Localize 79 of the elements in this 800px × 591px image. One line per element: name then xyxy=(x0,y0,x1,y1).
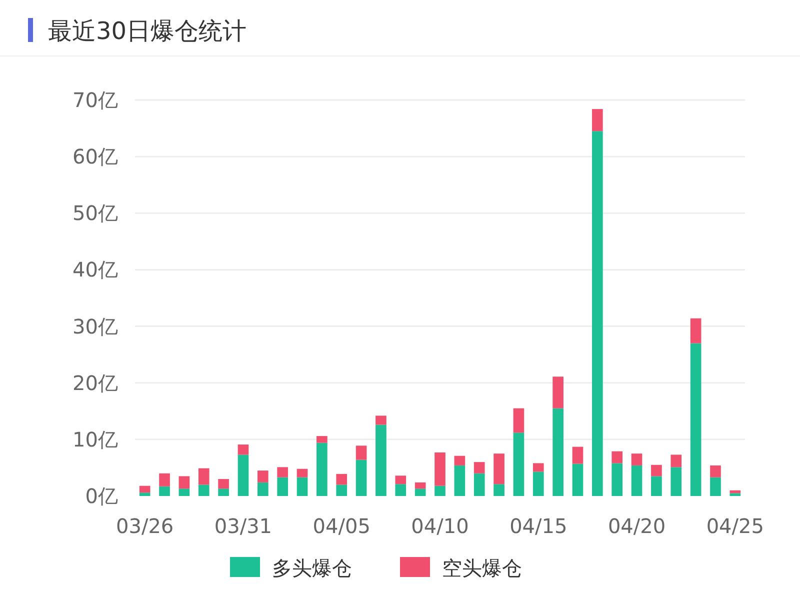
bar xyxy=(670,454,682,468)
y-tick-label: 10亿 xyxy=(72,427,118,452)
bar xyxy=(139,486,150,493)
bar xyxy=(572,446,584,464)
bar xyxy=(434,452,446,486)
bar xyxy=(257,482,268,496)
y-tick-label: 50亿 xyxy=(72,201,118,226)
bar xyxy=(532,472,544,496)
bar xyxy=(474,462,485,474)
bar xyxy=(572,464,584,496)
bar xyxy=(474,473,485,496)
y-tick-label: 60亿 xyxy=(72,144,118,169)
bar xyxy=(592,131,603,496)
bar xyxy=(238,454,249,496)
y-tick-label: 70亿 xyxy=(72,88,118,112)
bar xyxy=(552,408,564,496)
y-tick-label: 40亿 xyxy=(72,258,118,282)
bar xyxy=(159,473,170,486)
bar xyxy=(651,464,662,476)
bar xyxy=(631,465,642,496)
bar xyxy=(296,477,308,496)
legend-label: 空头爆仓 xyxy=(442,556,522,580)
bar xyxy=(356,446,367,460)
x-tick-label: 04/20 xyxy=(608,514,666,538)
bar xyxy=(494,484,504,496)
bar xyxy=(218,488,229,496)
bar xyxy=(454,456,466,466)
x-tick-label: 03/31 xyxy=(214,514,272,538)
y-tick-label: 30亿 xyxy=(72,314,118,338)
x-tick-label: 03/26 xyxy=(116,514,174,538)
bar xyxy=(414,482,426,489)
bar xyxy=(494,454,504,484)
bar xyxy=(336,484,348,496)
bar xyxy=(454,465,466,496)
bar xyxy=(414,488,426,496)
bar xyxy=(277,467,288,478)
bar xyxy=(198,468,210,485)
bar xyxy=(139,492,150,496)
bar xyxy=(218,479,229,489)
bar xyxy=(670,467,682,496)
bar xyxy=(612,451,623,464)
bar xyxy=(376,424,386,496)
bar xyxy=(513,432,524,496)
bar xyxy=(513,408,524,433)
bar xyxy=(651,476,662,496)
bar xyxy=(336,474,348,485)
y-tick-label: 0亿 xyxy=(85,484,118,508)
y-tick-label: 20亿 xyxy=(72,370,118,395)
bar xyxy=(316,442,328,496)
bar xyxy=(277,477,288,496)
bar xyxy=(592,109,603,132)
bar xyxy=(730,493,741,496)
bar xyxy=(631,454,642,466)
bar xyxy=(395,484,406,496)
bar xyxy=(612,463,623,496)
chart-title: 最近30日爆仓统计 xyxy=(48,17,247,45)
x-tick-label: 04/05 xyxy=(312,514,370,538)
bar xyxy=(552,376,564,408)
bar xyxy=(395,476,406,484)
bar xyxy=(159,486,170,496)
bar xyxy=(690,343,702,496)
bar xyxy=(178,476,190,489)
bar xyxy=(257,470,268,482)
bar xyxy=(690,318,702,344)
bar xyxy=(178,488,190,496)
bar xyxy=(238,444,249,455)
bar xyxy=(296,468,308,478)
x-tick-label: 04/10 xyxy=(411,514,469,538)
bar xyxy=(532,463,544,472)
x-tick-label: 04/25 xyxy=(706,514,764,538)
legend-label: 多头爆仓 xyxy=(272,556,352,580)
x-tick-label: 04/15 xyxy=(510,514,568,538)
bar xyxy=(710,465,721,478)
bar xyxy=(434,486,446,496)
bar xyxy=(316,436,328,443)
bar xyxy=(710,477,721,496)
bar xyxy=(356,460,367,496)
bar xyxy=(376,416,386,425)
bar xyxy=(198,484,210,496)
